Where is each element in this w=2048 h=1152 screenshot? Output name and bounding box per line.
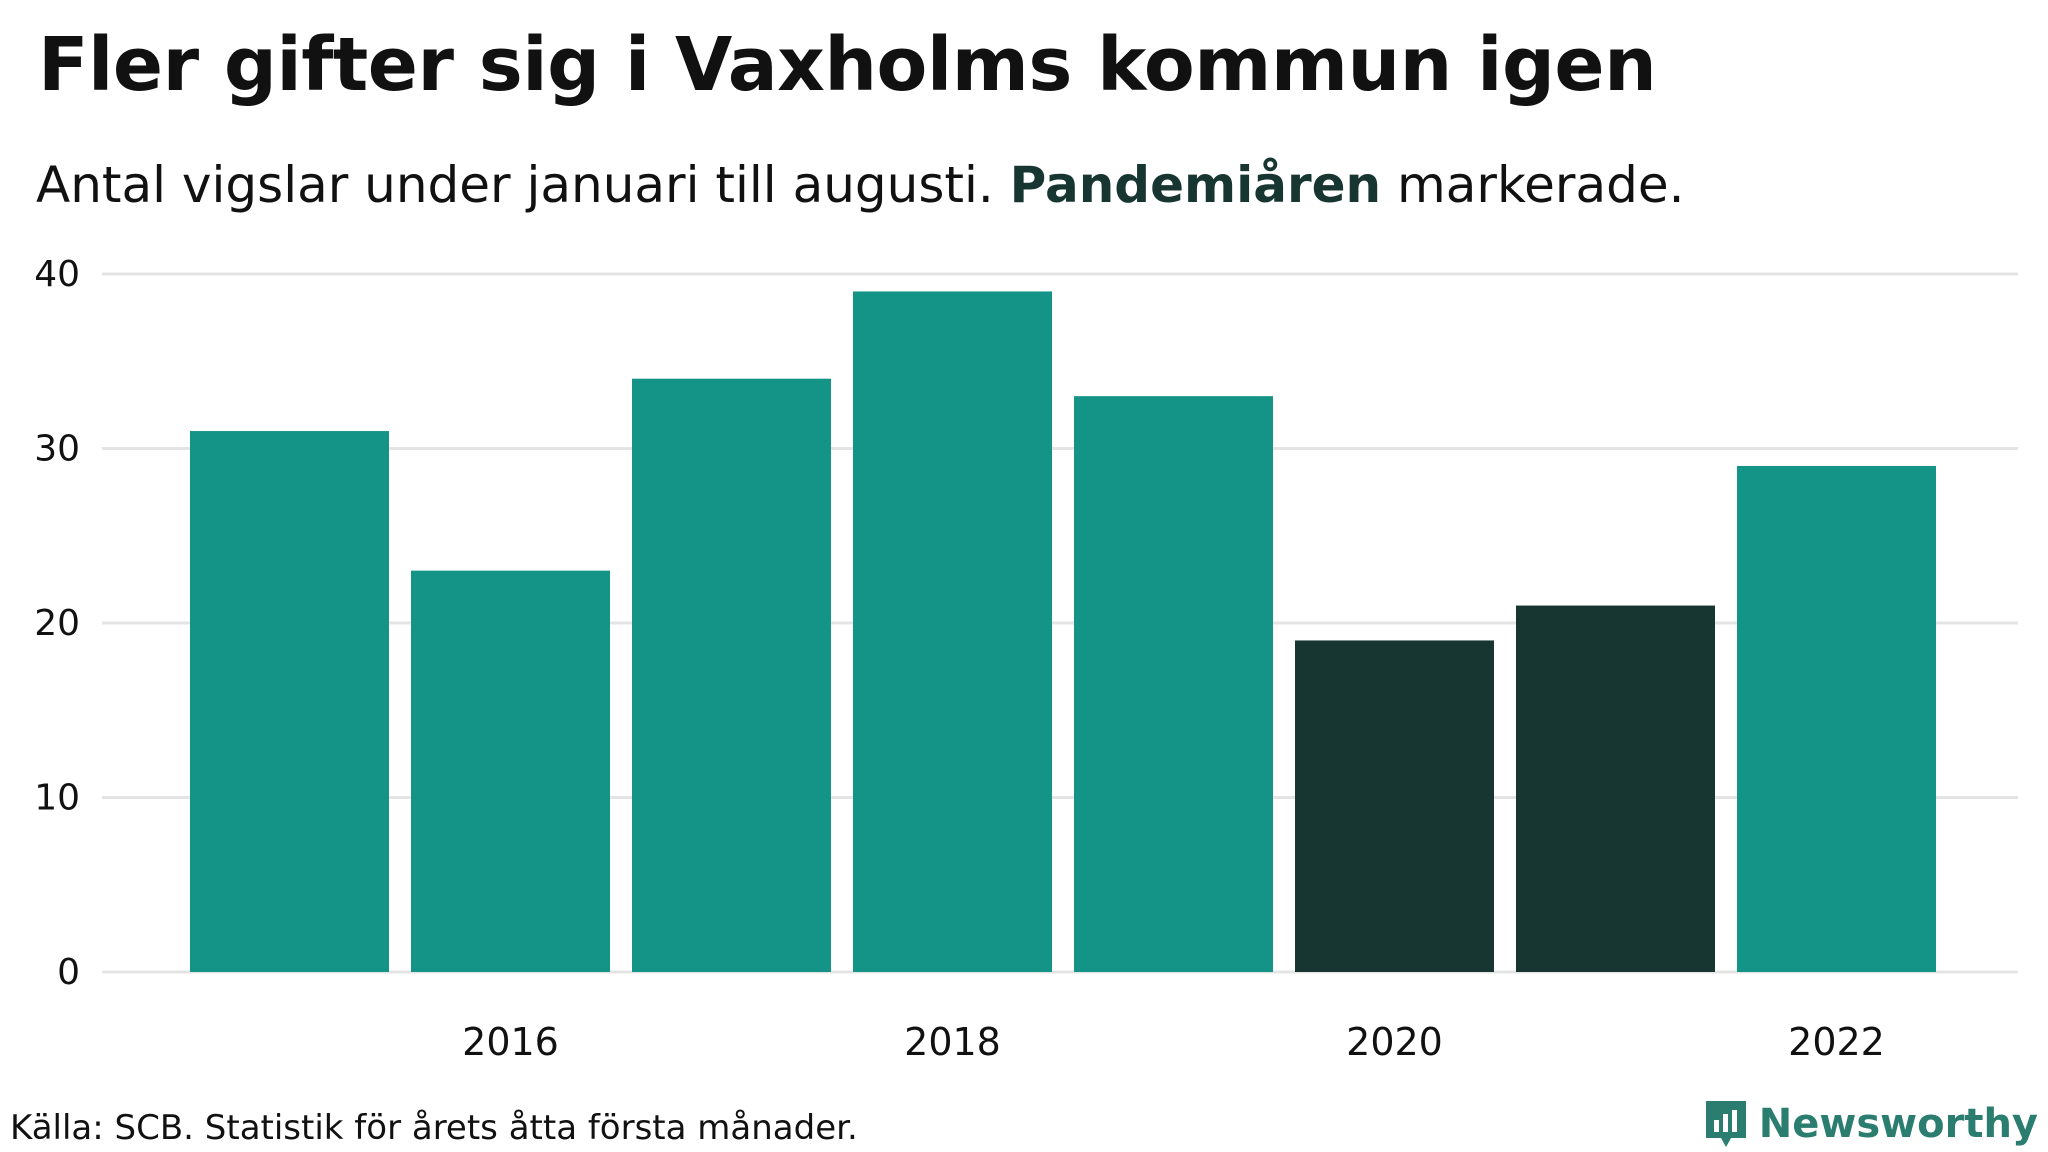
y-tick-label: 30 [34, 429, 80, 470]
y-tick-label: 20 [34, 603, 80, 644]
brand-logo: Newsworthy [1703, 1098, 2038, 1150]
x-tick-label: 2018 [904, 1020, 1001, 1064]
x-tick-label: 2022 [1788, 1020, 1885, 1064]
subtitle-text: Antal vigslar under januari till augusti… [36, 156, 1010, 214]
bar-2017 [632, 378, 831, 972]
source-note: Källa: SCB. Statistik för årets åtta för… [10, 1108, 858, 1148]
bar-2020 [1295, 640, 1494, 972]
bar-2016 [411, 570, 610, 972]
subtitle-text-end: markerade. [1381, 156, 1685, 214]
y-tick-label: 10 [34, 778, 80, 819]
chart-subtitle: Antal vigslar under januari till augusti… [36, 156, 1684, 214]
bar-2019 [1074, 396, 1273, 972]
chart-title: Fler gifter sig i Vaxholms kommun igen [38, 22, 1657, 108]
bar-2018 [853, 291, 1052, 972]
newsworthy-logo-icon [1705, 1101, 1746, 1147]
bar-chart: 0 10 20 30 40 2016 2018 2020 2022 [34, 254, 2018, 1064]
x-tick-label: 2016 [462, 1020, 559, 1064]
bar-2015 [190, 431, 389, 972]
y-tick-label: 0 [57, 952, 80, 993]
bar-2022 [1737, 465, 1936, 972]
x-tick-label: 2020 [1346, 1020, 1443, 1064]
brand-name: Newsworthy [1758, 1101, 2038, 1147]
bar-2021 [1516, 605, 1715, 972]
y-tick-label: 40 [34, 254, 80, 295]
subtitle-highlight: Pandemiåren [1009, 156, 1382, 214]
